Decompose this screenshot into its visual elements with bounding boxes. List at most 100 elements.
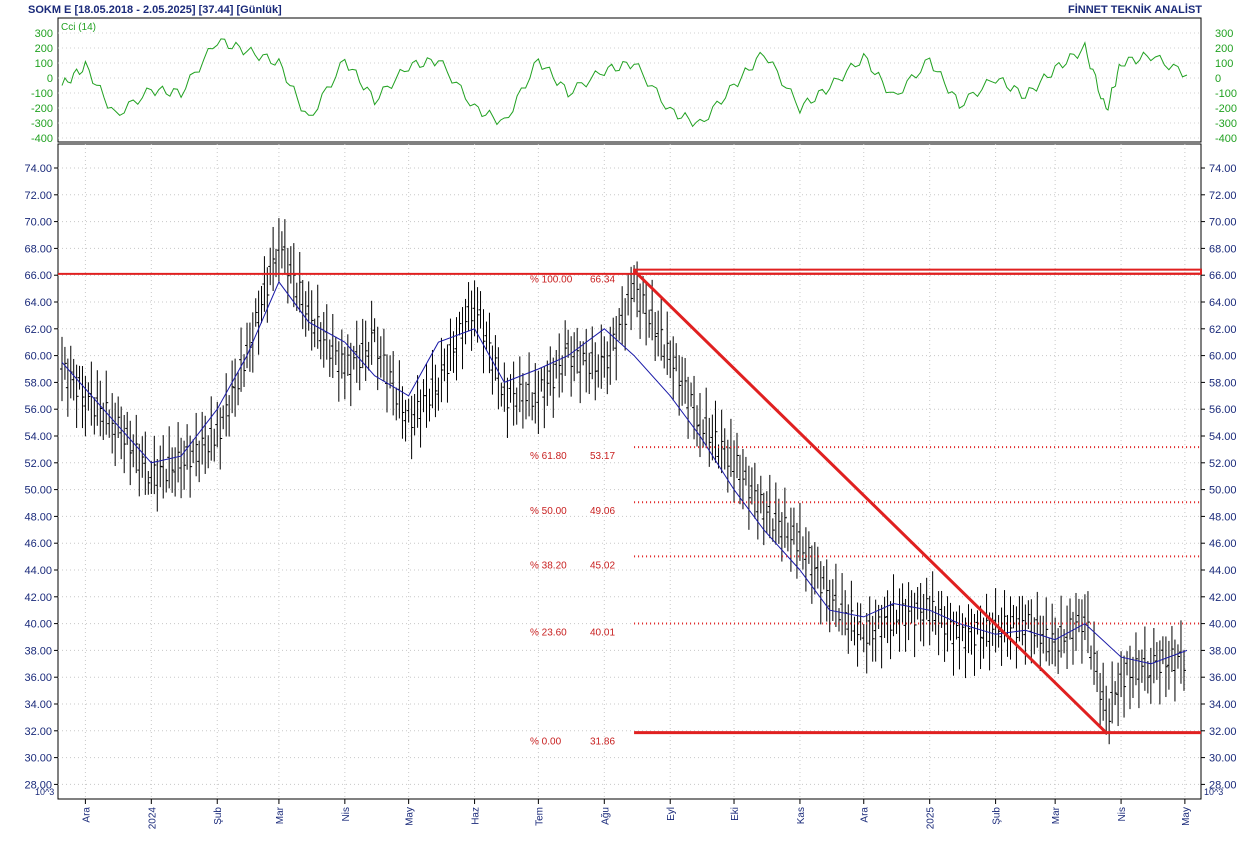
time-axis: Ara 2024 Şub Mar Nis May Haz Tem Ağu Eyl Eki Kas Ara… xyxy=(81,144,1192,830)
time-tick-label: Şub xyxy=(992,807,1003,825)
price-tick-label-left: 38.00 xyxy=(24,645,52,657)
time-tick-label: May xyxy=(405,807,416,826)
price-tick-label-right: 72.00 xyxy=(1209,190,1237,202)
price-tick-label-right: 40.00 xyxy=(1209,619,1237,631)
price-tick-label-right: 46.00 xyxy=(1209,538,1237,550)
cci-tick-label-left: -200 xyxy=(31,103,53,115)
cci-axis-left: 300 200 100 0 -100 -200 -300 -400 xyxy=(31,28,53,145)
time-tick-label: Ara xyxy=(81,807,92,823)
time-tick-label: Mar xyxy=(1051,806,1062,824)
time-tick-label: Ağu xyxy=(600,807,611,825)
price-tick-label-left: 74.00 xyxy=(24,163,52,175)
price-tick-label-left: 34.00 xyxy=(24,699,52,711)
fib-level-pct: % 50.00 xyxy=(530,506,567,517)
price-tick-label-left: 64.00 xyxy=(24,297,52,309)
cci-tick-label-right: -200 xyxy=(1215,103,1237,115)
fib-level-value: 31.86 xyxy=(590,737,615,748)
cci-tick-label-left: 200 xyxy=(35,43,53,55)
price-tick-label-right: 44.00 xyxy=(1209,565,1237,577)
time-tick-label: May xyxy=(1181,807,1192,826)
price-tick-label-right: 64.00 xyxy=(1209,297,1237,309)
indicator-label: Cci (14) xyxy=(61,22,96,33)
moving-average-line xyxy=(61,280,1188,665)
price-tick-label-right: 52.00 xyxy=(1209,458,1237,470)
price-tick-label-right: 58.00 xyxy=(1209,377,1237,389)
time-tick-label: 2025 xyxy=(926,807,937,830)
price-tick-label-right: 34.00 xyxy=(1209,699,1237,711)
price-tick-label-left: 44.00 xyxy=(24,565,52,577)
price-grid xyxy=(58,167,1201,785)
cci-tick-label-right: -400 xyxy=(1215,133,1237,145)
time-tick-label: Eki xyxy=(730,807,741,821)
cci-tick-label-right: 0 xyxy=(1215,73,1221,85)
brand-label: FİNNET TEKNİK ANALİST xyxy=(1068,3,1202,16)
price-tick-label-left: 40.00 xyxy=(24,619,52,631)
price-tick-label-left: 46.00 xyxy=(24,538,52,550)
price-tick-label-right: 62.00 xyxy=(1209,324,1237,336)
time-tick-label: Nis xyxy=(1117,807,1128,821)
price-tick-label-right: 54.00 xyxy=(1209,431,1237,443)
price-tick-label-right: 50.00 xyxy=(1209,485,1237,497)
fib-level-pct: % 100.00 xyxy=(530,275,573,286)
time-tick-label: Tem xyxy=(534,807,545,826)
price-tick-label-right: 42.00 xyxy=(1209,592,1237,604)
chart-title: SOKM E [18.05.2018 - 2.05.2025] [37.44] … xyxy=(28,4,282,16)
cci-grid xyxy=(58,32,1201,139)
price-tick-label-left: 50.00 xyxy=(24,485,52,497)
cci-tick-label-left: -100 xyxy=(31,88,53,100)
price-tick-label-left: 48.00 xyxy=(24,511,52,523)
price-tick-label-left: 42.00 xyxy=(24,592,52,604)
scale-note-left: 10^3 xyxy=(35,787,54,797)
price-tick-label-left: 32.00 xyxy=(24,726,52,738)
price-axis-right: 74.00 72.00 70.00 68.00 66.00 64.00 62.00 60.00… xyxy=(1201,163,1237,791)
fib-level-pct: % 61.80 xyxy=(530,451,567,462)
fib-level-value: 45.02 xyxy=(590,560,615,571)
cci-tick-label-left: -400 xyxy=(31,133,53,145)
cci-tick-label-right: -300 xyxy=(1215,118,1237,130)
time-tick-label: Ara xyxy=(860,807,871,823)
time-tick-label: Kas xyxy=(796,807,807,824)
time-tick-label: Haz xyxy=(471,807,482,825)
price-tick-label-right: 56.00 xyxy=(1209,404,1237,416)
price-tick-label-left: 72.00 xyxy=(24,190,52,202)
price-tick-label-right: 70.00 xyxy=(1209,217,1237,229)
price-tick-label-left: 60.00 xyxy=(24,351,52,363)
indicator-panel xyxy=(57,17,1202,143)
time-tick-label: Nis xyxy=(341,807,352,821)
price-tick-label-left: 36.00 xyxy=(24,672,52,684)
cci-tick-label-right: 100 xyxy=(1215,58,1233,70)
price-tick-label-right: 66.00 xyxy=(1209,270,1237,282)
price-tick-label-left: 28.00 xyxy=(24,779,52,791)
price-tick-label-right: 60.00 xyxy=(1209,351,1237,363)
time-tick-label: Mar xyxy=(275,806,286,824)
trend-line xyxy=(633,269,1108,734)
price-tick-label-left: 58.00 xyxy=(24,377,52,389)
cci-tick-label-right: 300 xyxy=(1215,28,1233,40)
time-tick-label: Şub xyxy=(213,807,224,825)
time-tick-label: Eyl xyxy=(666,807,677,821)
cci-axis-right: 300 200 100 0 -100 -200 -300 -400 xyxy=(1215,28,1237,145)
price-tick-label-right: 32.00 xyxy=(1209,726,1237,738)
price-tick-label-right: 48.00 xyxy=(1209,511,1237,523)
price-tick-label-right: 38.00 xyxy=(1209,645,1237,657)
price-tick-label-left: 68.00 xyxy=(24,243,52,255)
cci-tick-label-left: -300 xyxy=(31,118,53,130)
fib-level-pct: % 23.60 xyxy=(530,627,567,638)
price-tick-label-left: 70.00 xyxy=(24,217,52,229)
price-tick-label-right: 28.00 xyxy=(1209,779,1237,791)
price-tick-label-right: 68.00 xyxy=(1209,243,1237,255)
price-tick-label-left: 30.00 xyxy=(24,753,52,765)
price-tick-label-left: 56.00 xyxy=(24,404,52,416)
price-tick-label-right: 74.00 xyxy=(1209,163,1237,175)
price-tick-label-left: 54.00 xyxy=(24,431,52,443)
price-panel xyxy=(57,143,1202,800)
fib-level-value: 40.01 xyxy=(590,627,615,638)
cci-tick-label-left: 0 xyxy=(47,73,53,85)
cci-tick-label-right: -100 xyxy=(1215,88,1237,100)
fib-level-value: 49.06 xyxy=(590,506,615,517)
cci-line xyxy=(61,38,1188,128)
price-axis-left: 74.00 72.00 70.00 68.00 66.00 64.00 62.00 60.00… xyxy=(24,163,58,791)
price-tick-label-right: 36.00 xyxy=(1209,672,1237,684)
cci-tick-label-left: 300 xyxy=(35,28,53,40)
